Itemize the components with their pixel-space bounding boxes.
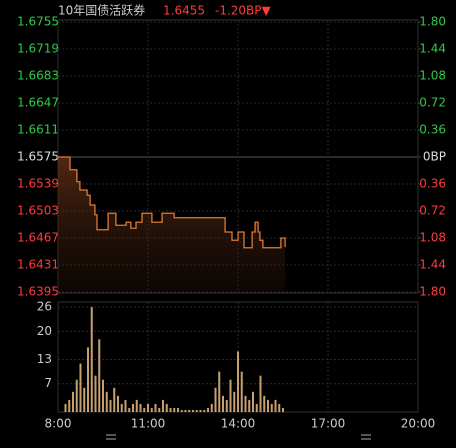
- volume-bar: [87, 347, 89, 412]
- price-change: -1.20BP▼: [215, 4, 272, 18]
- volume-bar: [90, 307, 93, 412]
- y-tick-label: 1.6647: [17, 96, 59, 110]
- volume-bar: [64, 403, 67, 412]
- y-tick-label: 1.6503: [17, 204, 59, 218]
- y2-tick-label: 0.72: [419, 96, 446, 110]
- y2-tick-label: 0.36: [419, 177, 446, 191]
- volume-bar: [105, 391, 108, 412]
- y2-tick-label: 1.80: [419, 285, 446, 299]
- x-tick-label: 14:00: [221, 417, 256, 431]
- price-line: [58, 156, 286, 249]
- volume-bar: [124, 399, 127, 412]
- volume-bar: [214, 387, 217, 412]
- area: [58, 157, 286, 292]
- volume-bar: [199, 409, 202, 412]
- volume-bar: [117, 395, 119, 412]
- volume-bar: [68, 399, 71, 412]
- volume-bar: [169, 407, 172, 412]
- volume-bar: [233, 391, 236, 412]
- y2-tick-label: 0BP: [423, 150, 446, 164]
- y-tick-label: 1.6683: [17, 69, 59, 83]
- last-price: 1.6455: [163, 4, 205, 18]
- y-tick-label: 1.6575: [17, 150, 59, 164]
- volume-bar: [188, 409, 191, 412]
- y-tick-label: 1.6539: [17, 177, 59, 191]
- volume-bar: [147, 403, 149, 412]
- volume-bar: [75, 379, 78, 412]
- x-tick-label: 20:00: [401, 417, 436, 431]
- volume-bar: [132, 403, 134, 412]
- y2-tick-label: 1.44: [419, 258, 446, 272]
- y-tick-label: 1.6395: [17, 285, 59, 299]
- volume-bar: [263, 395, 266, 412]
- scroll-handle[interactable]: [106, 434, 116, 440]
- volume-bar: [222, 395, 224, 412]
- volume-bar: [274, 399, 277, 412]
- volume-bar: [72, 391, 74, 412]
- volume-bar: [139, 403, 142, 412]
- volume-bar: [267, 399, 269, 412]
- volume-bar: [282, 407, 284, 412]
- volume-bar: [79, 363, 82, 412]
- scroll-handle[interactable]: [361, 434, 371, 440]
- volume-bar: [278, 403, 281, 412]
- y-tick-label: 1.6719: [17, 42, 59, 56]
- volume-bar: [184, 409, 187, 412]
- chart-title: 10年国债活跃券: [58, 3, 145, 18]
- volume-bar: [237, 351, 239, 412]
- x-tick-label: 11:00: [131, 417, 166, 431]
- volume-bar: [252, 391, 254, 412]
- volume-bar: [94, 375, 97, 412]
- y-tick-label: 26: [37, 300, 52, 314]
- volume-bar: [83, 387, 86, 412]
- volume-bar: [203, 409, 206, 412]
- y2-tick-label: 0.72: [419, 204, 446, 218]
- volume-bar: [248, 399, 251, 412]
- y-tick-label: 1.6467: [17, 231, 59, 245]
- y-tick-label: 1.6611: [17, 123, 59, 137]
- volume-bar: [109, 399, 112, 412]
- volume-bar: [195, 409, 198, 412]
- y2-tick-label: 1.44: [419, 42, 446, 56]
- volume-bar: [192, 409, 194, 412]
- x-tick-label: 17:00: [311, 417, 346, 431]
- y-tick-label: 7: [44, 376, 52, 390]
- y-tick-label: 13: [37, 352, 52, 366]
- volume-bar: [120, 403, 123, 412]
- volume-bar: [150, 407, 153, 412]
- volume-bar: [210, 403, 213, 412]
- volume-bar: [162, 399, 164, 412]
- volume-bar: [113, 387, 116, 412]
- volume-bar: [98, 339, 101, 412]
- volume-bar: [255, 403, 258, 412]
- volume-bar: [270, 403, 273, 412]
- y-tick-label: 20: [37, 324, 52, 338]
- volume-bar: [218, 371, 221, 412]
- volume-bar: [225, 399, 228, 412]
- volume-bar: [259, 375, 262, 412]
- y2-tick-label: 1.08: [419, 231, 446, 245]
- volume-bar: [180, 409, 183, 412]
- volume-bar: [244, 395, 247, 412]
- volume-bar: [173, 407, 176, 412]
- volume-bar: [154, 403, 157, 412]
- y2-tick-label: 0.36: [419, 123, 446, 137]
- volume-bar: [135, 399, 138, 412]
- y-tick-label: 1.6431: [17, 258, 59, 272]
- volume-bar: [165, 403, 168, 412]
- y-tick-label: 1.6755: [17, 15, 59, 29]
- volume-bar: [207, 407, 209, 412]
- volume-bar: [177, 407, 179, 412]
- y2-tick-label: 1.80: [419, 15, 446, 29]
- volume-bar: [158, 407, 161, 412]
- x-tick-label: 8:00: [45, 417, 72, 431]
- y2-tick-label: 1.08: [419, 69, 446, 83]
- volume-bar: [229, 379, 232, 412]
- volume-bar: [240, 371, 243, 412]
- volume-bar: [128, 407, 131, 412]
- volume-bar: [102, 379, 104, 412]
- volume-bar: [143, 407, 146, 412]
